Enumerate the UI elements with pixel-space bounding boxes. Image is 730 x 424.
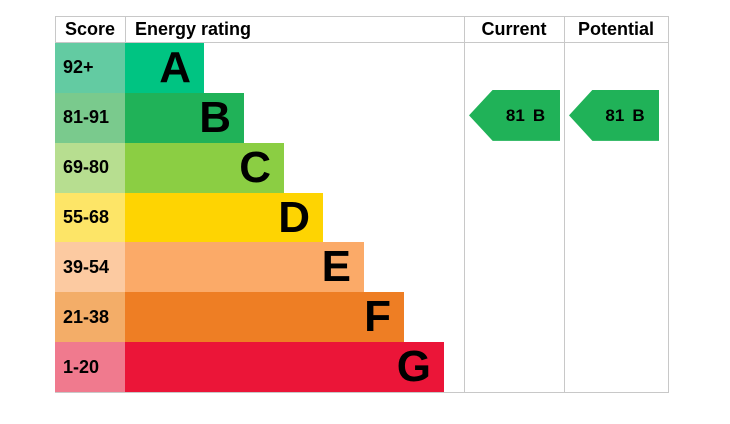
band-row: 1-20 G	[55, 342, 668, 393]
band-row: 69-80 C	[55, 142, 668, 193]
score-range-label: 92+	[63, 57, 94, 78]
rating-bar: D	[125, 192, 323, 243]
band-row: 21-38 F	[55, 292, 668, 343]
potential-column-header: Potential	[577, 19, 654, 39]
current-column-header: Current	[481, 19, 547, 39]
score-range-label: 1-20	[63, 356, 100, 377]
score-range-label: 39-54	[63, 256, 110, 277]
current-rating-value: 81	[505, 105, 525, 125]
rating-bar: C	[125, 142, 284, 193]
rating-letter: E	[321, 242, 351, 292]
rating-bar: B	[125, 92, 244, 143]
score-range-cell: 1-20	[55, 342, 125, 393]
table-border-right	[668, 16, 669, 393]
potential-rating-label: 81 B	[605, 107, 644, 124]
potential-rating-value: 81	[605, 105, 625, 125]
score-range-cell: 92+	[55, 43, 125, 93]
band-row: 55-68 D	[55, 192, 668, 243]
header-bottom-border	[55, 42, 668, 43]
rating-letter: C	[239, 142, 271, 192]
score-range-label: 69-80	[63, 157, 110, 178]
current-rating-label: 81 B	[506, 107, 545, 124]
band-row: 39-54 E	[55, 242, 668, 293]
table-border-bottom	[55, 392, 669, 393]
band-row: 92+ A	[55, 43, 668, 93]
rating-letter: G	[396, 342, 431, 392]
score-range-cell: 39-54	[55, 242, 125, 293]
rating-bar: G	[125, 342, 444, 393]
current-column-divider	[464, 16, 465, 393]
score-range-cell: 21-38	[55, 292, 125, 343]
score-range-label: 55-68	[63, 207, 110, 227]
rating-letter: D	[278, 192, 310, 242]
rating-bar: F	[125, 292, 404, 343]
score-range-label: 21-38	[63, 306, 110, 327]
potential-column-divider	[564, 16, 565, 393]
score-range-label: 81-91	[63, 107, 110, 128]
score-range-cell: 69-80	[55, 142, 125, 193]
rating-letter: B	[199, 92, 231, 142]
score-column-header: Score	[64, 19, 116, 39]
energy-rating-column-header: Energy rating	[135, 19, 252, 39]
potential-rating-grade: B	[632, 105, 645, 125]
score-column-divider	[125, 16, 126, 43]
score-range-cell: 55-68	[55, 192, 125, 243]
rating-letter: F	[364, 292, 391, 342]
score-range-cell: 81-91	[55, 92, 125, 143]
table-border-left	[55, 16, 56, 43]
rating-bands: 92+ A 81-91 B 69-80 C 55-68 D 39-54	[55, 43, 668, 393]
current-rating-grade: B	[532, 105, 546, 125]
table-border-top	[55, 16, 668, 17]
band-row: 81-91 B	[55, 92, 668, 143]
rating-bar: E	[125, 242, 364, 293]
rating-letter: A	[159, 42, 191, 92]
rating-bar: A	[125, 43, 204, 93]
